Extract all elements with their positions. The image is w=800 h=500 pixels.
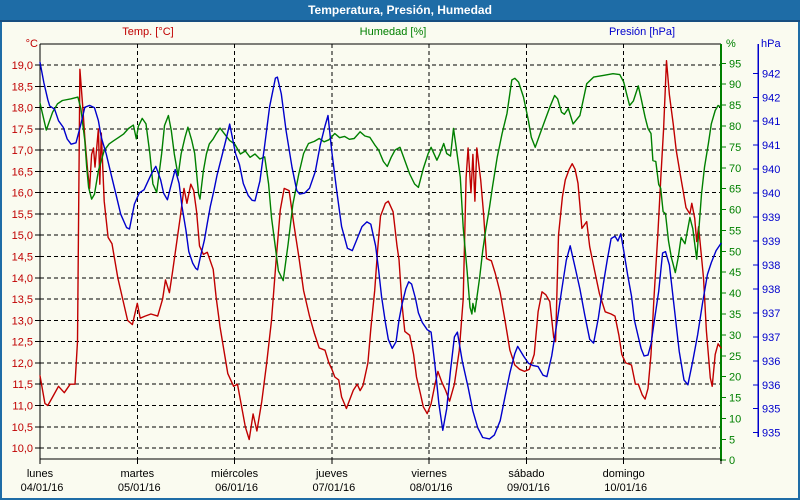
day-date-label: 06/01/16 — [215, 482, 258, 494]
day-name-label: jueves — [315, 468, 348, 480]
day-date-label: 04/01/16 — [21, 482, 64, 494]
temperature-tick-label: 17,0 — [12, 145, 33, 157]
humidity-tick-label: 50 — [729, 246, 741, 258]
temperature-tick-label: 11,0 — [12, 400, 33, 412]
pressure-tick-label: 938 — [762, 284, 780, 296]
temperature-tick-label: 14,0 — [12, 273, 33, 285]
humidity-tick-label: 90 — [729, 79, 741, 91]
humidity-tick-label: 45 — [729, 267, 741, 279]
day-name-label: lunes — [27, 468, 54, 480]
day-name-label: sábado — [508, 468, 544, 480]
pressure-axis-unit-label: hPa — [761, 38, 781, 50]
pressure-tick-label: 936 — [762, 356, 780, 368]
pressure-tick-label: 940 — [762, 164, 780, 176]
legend-pressure-label: Presión [hPa] — [608, 26, 676, 38]
temperature-tick-label: 12,0 — [12, 358, 33, 370]
title-bar: Temperatura, Presión, Humedad — [0, 0, 800, 22]
temperature-tick-label: 18,0 — [12, 103, 33, 115]
humidity-tick-label: 0 — [729, 455, 735, 467]
pressure-tick-label: 938 — [762, 260, 780, 272]
pressure-tick-label: 937 — [762, 332, 780, 344]
pressure-tick-label: 942 — [762, 68, 780, 80]
pressure-tick-label: 935 — [762, 428, 780, 440]
humidity-tick-label: 25 — [729, 351, 741, 363]
day-date-label: 10/01/16 — [604, 482, 647, 494]
humidity-axis-unit-label: % — [726, 38, 736, 50]
temperature-tick-label: 16,0 — [12, 188, 33, 200]
temperature-tick-label: 16,5 — [12, 166, 33, 178]
temperature-tick-label: 15,5 — [12, 209, 33, 221]
humidity-tick-label: 15 — [729, 393, 741, 405]
temperature-tick-label: 12,5 — [12, 337, 33, 349]
pressure-tick-label: 941 — [762, 140, 780, 152]
humidity-series-line — [39, 72, 722, 315]
humidity-tick-label: 20 — [729, 372, 741, 384]
day-name-label: martes — [120, 468, 154, 480]
day-date-label: 08/01/16 — [410, 482, 453, 494]
humidity-tick-label: 5 — [729, 434, 735, 446]
humidity-tick-label: 80 — [729, 121, 741, 133]
temperature-tick-label: 17,5 — [12, 124, 33, 136]
humidity-tick-label: 55 — [729, 225, 741, 237]
day-date-label: 09/01/16 — [507, 482, 550, 494]
humidity-tick-label: 35 — [729, 309, 741, 321]
pressure-series-line — [39, 61, 722, 440]
pressure-tick-label: 942 — [762, 92, 780, 104]
temperature-tick-label: 10,0 — [12, 443, 33, 455]
day-name-label: miércoles — [211, 468, 259, 480]
temperature-tick-label: 15,0 — [12, 230, 33, 242]
day-date-label: 05/01/16 — [118, 482, 161, 494]
humidity-tick-label: 40 — [729, 288, 741, 300]
pressure-tick-label: 940 — [762, 188, 780, 200]
legend-humidity-label: Humedad [%] — [359, 26, 427, 38]
temperature-tick-label: 14,5 — [12, 252, 33, 264]
temp-series-line — [39, 60, 722, 441]
legend-temperature-label: Temp. [°C] — [122, 26, 174, 38]
temperature-axis-unit-label: °C — [25, 38, 38, 50]
temperature-tick-label: 11,5 — [12, 379, 33, 391]
pressure-tick-label: 936 — [762, 380, 780, 392]
day-date-label: 07/01/16 — [312, 482, 355, 494]
humidity-tick-label: 30 — [729, 330, 741, 342]
humidity-tick-label: 70 — [729, 163, 741, 175]
humidity-tick-label: 10 — [729, 413, 741, 425]
humidity-tick-label: 95 — [729, 58, 741, 70]
temperature-tick-label: 18,5 — [12, 81, 33, 93]
temperature-tick-label: 13,0 — [12, 315, 33, 327]
pressure-tick-label: 941 — [762, 116, 780, 128]
chart-title: Temperatura, Presión, Humedad — [308, 3, 492, 17]
temperature-tick-label: 19,0 — [12, 60, 33, 72]
pressure-tick-label: 937 — [762, 308, 780, 320]
temperature-tick-label: 10,5 — [12, 422, 33, 434]
pressure-tick-label: 935 — [762, 404, 780, 416]
pressure-tick-label: 939 — [762, 212, 780, 224]
humidity-tick-label: 60 — [729, 205, 741, 217]
pressure-tick-label: 939 — [762, 236, 780, 248]
humidity-tick-label: 65 — [729, 184, 741, 196]
day-name-label: domingo — [603, 468, 645, 480]
humidity-tick-label: 85 — [729, 100, 741, 112]
humidity-tick-label: 75 — [729, 142, 741, 154]
temperature-tick-label: 13,5 — [12, 294, 33, 306]
day-name-label: viernes — [411, 468, 447, 480]
